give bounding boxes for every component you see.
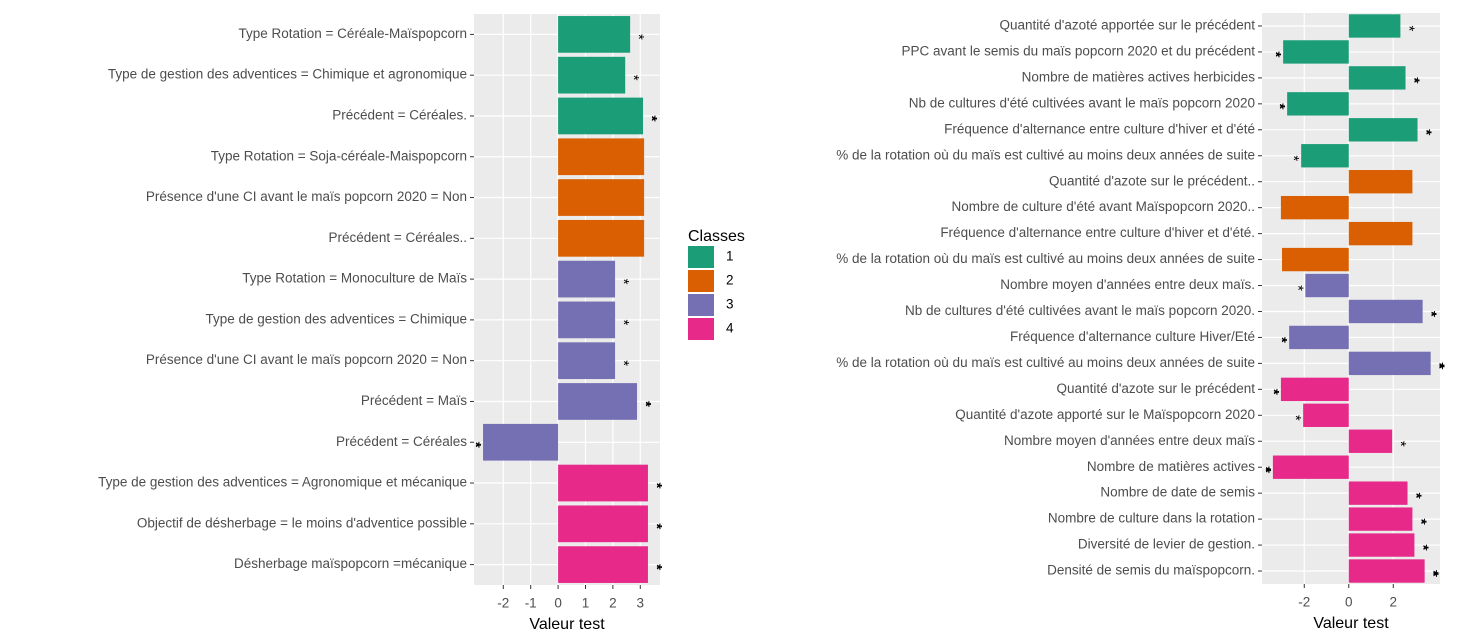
legend-title: Classes xyxy=(688,228,745,245)
y-tick-label: Nb de cultures d'été cultivées avant le … xyxy=(909,95,1255,110)
bar xyxy=(558,464,648,502)
y-tick-label: Diversité de levier de gestion. xyxy=(1078,537,1255,552)
y-tick-label: Nombre de culture d'été avant Maïspopcor… xyxy=(951,199,1255,214)
y-tick-label: Nb de cultures d'été cultivées avant le … xyxy=(905,303,1255,318)
bar xyxy=(1348,429,1393,453)
legend-key xyxy=(688,318,714,340)
bar xyxy=(1283,40,1349,64)
bar xyxy=(483,423,559,461)
legend-label: 1 xyxy=(726,249,734,264)
bar xyxy=(1348,170,1413,194)
y-tick-label: Précédent = Maïs xyxy=(361,393,467,408)
y-tick-label: Nombre de matières actives xyxy=(1087,459,1255,474)
y-tick-label: Objectif de désherbage = le moins d'adve… xyxy=(137,515,467,530)
y-tick-label: Densité de semis du maïspopcorn. xyxy=(1047,563,1255,578)
x-tick-label: 2 xyxy=(1390,595,1398,610)
bar xyxy=(1348,221,1413,246)
x-tick-label: -2 xyxy=(497,596,509,611)
bar xyxy=(1280,195,1349,220)
y-tick-label: Précédent = Céréales.. xyxy=(329,230,467,245)
x-tick-label: 2 xyxy=(609,596,617,611)
y-tick-label: Présence d'une CI avant le maïs popcorn … xyxy=(146,189,467,204)
y-tick-label: Quantité d'azote apporté sur le Maïspopc… xyxy=(955,407,1255,422)
y-tick-label: Nombre de date de semis xyxy=(1100,485,1255,500)
y-tick-label: Nombre moyen d'années entre deux maïs. xyxy=(1000,277,1255,292)
y-tick-label: Type de gestion des adventices = Agronom… xyxy=(98,475,467,490)
legend-key xyxy=(688,294,714,316)
y-tick-label: Quantité d'azoté apportée sur le précéde… xyxy=(1000,18,1256,33)
bar xyxy=(558,138,645,176)
bar xyxy=(1301,144,1349,168)
bar xyxy=(1348,351,1431,376)
bar xyxy=(1303,403,1349,427)
legend-label: 4 xyxy=(726,321,734,336)
y-tick-label: % de la rotation où du maïs est cultivé … xyxy=(836,355,1255,370)
bar xyxy=(1348,66,1406,90)
y-tick-label: Présence d'une CI avant le maïs popcorn … xyxy=(146,352,467,367)
y-tick-label: Nombre moyen d'années entre deux maïs xyxy=(1004,433,1255,448)
y-tick-label: Fréquence d'alternance culture Hiver/Eté xyxy=(1010,329,1255,344)
y-tick-label: Désherbage maïspopcorn =mécanique xyxy=(234,556,467,571)
y-tick-label: Type Rotation = Soja-céréale-Maispopcorn xyxy=(211,148,467,163)
bar xyxy=(1272,455,1349,479)
bar xyxy=(558,219,645,257)
bar xyxy=(558,179,645,216)
y-tick-label: Type de gestion des adventices = Chimiqu… xyxy=(205,311,467,326)
bar xyxy=(558,16,631,53)
bar xyxy=(1348,481,1408,505)
y-tick-label: Précédent = Céréales xyxy=(336,434,467,449)
bar xyxy=(1348,118,1418,142)
bar xyxy=(558,342,616,380)
y-tick-label: PPC avant le semis du maïs popcorn 2020 … xyxy=(902,43,1256,58)
y-tick-label: Fréquence d'alternance entre culture d'h… xyxy=(940,225,1255,240)
bar xyxy=(1282,247,1349,272)
bar xyxy=(1348,507,1413,531)
y-tick-label: Type de gestion des adventices = Chimiqu… xyxy=(108,67,467,82)
x-tick-label: 0 xyxy=(554,596,562,611)
y-tick-label: Nombre de matières actives herbicides xyxy=(1022,69,1256,84)
x-tick-label: -2 xyxy=(1298,595,1310,610)
bar xyxy=(1348,14,1401,38)
bar xyxy=(558,546,648,583)
bar xyxy=(1287,92,1349,116)
x-tick-label: 0 xyxy=(1345,595,1353,610)
bar xyxy=(1289,325,1349,350)
legend-key xyxy=(688,246,714,268)
x-tick-label: 3 xyxy=(637,596,645,611)
bar xyxy=(558,260,616,298)
bar xyxy=(1280,377,1349,402)
x-axis-title: Valeur test xyxy=(529,616,605,633)
bar xyxy=(558,97,644,135)
y-tick-label: Précédent = Céréales. xyxy=(332,108,467,123)
bar xyxy=(1348,533,1415,557)
y-tick-label: Type Rotation = Monoculture de Maïs xyxy=(242,271,467,286)
bar xyxy=(558,383,637,420)
y-tick-label: Fréquence d'alternance entre culture d'h… xyxy=(944,121,1255,136)
y-tick-label: Quantité d'azote sur le précédent xyxy=(1057,381,1256,396)
x-tick-label: 1 xyxy=(582,596,590,611)
x-tick-label: -1 xyxy=(525,596,537,611)
y-tick-label: Quantité d'azote sur le précédent.. xyxy=(1049,173,1255,188)
bar xyxy=(1305,273,1349,298)
bar xyxy=(558,301,616,339)
y-tick-label: % de la rotation où du maïs est cultivé … xyxy=(836,147,1255,162)
bar xyxy=(1348,299,1423,324)
legend-label: 2 xyxy=(726,273,734,288)
y-tick-label: Type Rotation = Céréale-Maïspopcorn xyxy=(239,26,468,41)
bar xyxy=(558,56,626,94)
legend-key xyxy=(688,270,714,292)
y-tick-label: % de la rotation où du maïs est cultivé … xyxy=(836,251,1255,266)
bar xyxy=(1348,559,1425,583)
x-axis-title: Valeur test xyxy=(1313,615,1389,632)
legend-label: 3 xyxy=(726,297,734,312)
y-tick-label: Nombre de culture dans la rotation xyxy=(1048,511,1255,526)
bar xyxy=(558,505,648,543)
